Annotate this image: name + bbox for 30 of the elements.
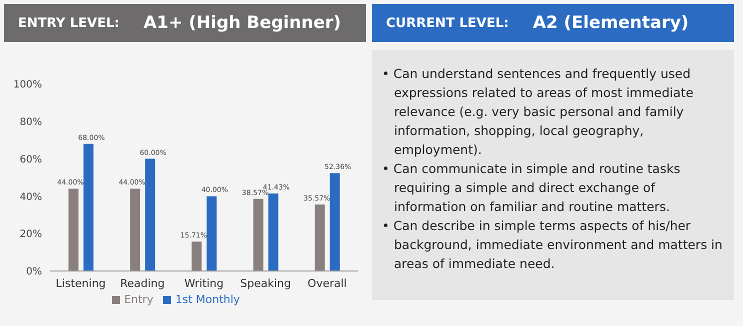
text: A2 (Elementary) bbox=[532, 13, 689, 33]
y-tick-label: 0% bbox=[26, 266, 42, 278]
x-tick-label: Reading bbox=[120, 276, 165, 290]
y-tick-label: 20% bbox=[20, 229, 42, 240]
x-tick-label: Speaking bbox=[240, 276, 292, 290]
bar bbox=[268, 194, 278, 271]
bar bbox=[206, 196, 217, 271]
y-tick-label: 100% bbox=[13, 80, 42, 91]
x-tick-label: Overall bbox=[308, 276, 347, 290]
bar bbox=[314, 204, 325, 271]
chart-subtitle: A1+ (High Beginner) bbox=[143, 13, 342, 33]
bar bbox=[83, 144, 94, 271]
legend-label: 1st Monthly bbox=[175, 293, 240, 306]
y-tick-label: 40% bbox=[20, 192, 42, 203]
text: • Can describe in simple terms aspects of his/her background, immediate environment and matters in areas of immediate need. bbox=[382, 217, 724, 273]
y-tick-label: 60% bbox=[20, 154, 42, 166]
x-tick-label: Listening bbox=[56, 276, 106, 290]
bar bbox=[130, 188, 140, 271]
bar bbox=[68, 188, 78, 271]
y-tick-label: 80% bbox=[20, 116, 42, 128]
bar bbox=[330, 173, 340, 271]
bar bbox=[192, 242, 202, 271]
text: CURRENT LEVEL: bbox=[386, 16, 509, 30]
legend-label: Entry bbox=[124, 293, 154, 306]
text: • Can understand sentences and frequently used expressions related to areas of most immediate relevance (e.g. very basic personal and family information, shopping, local geography, employment). bbox=[382, 65, 694, 159]
bar bbox=[253, 198, 264, 271]
x-tick-label: Writing bbox=[184, 276, 224, 290]
bar bbox=[145, 158, 156, 271]
chart-title: ENTRY LEVEL: bbox=[18, 16, 120, 30]
text: • Can communicate in simple and routine tasks requiring a simple and direct exchange of information on familiar and routine matters. bbox=[382, 160, 682, 216]
